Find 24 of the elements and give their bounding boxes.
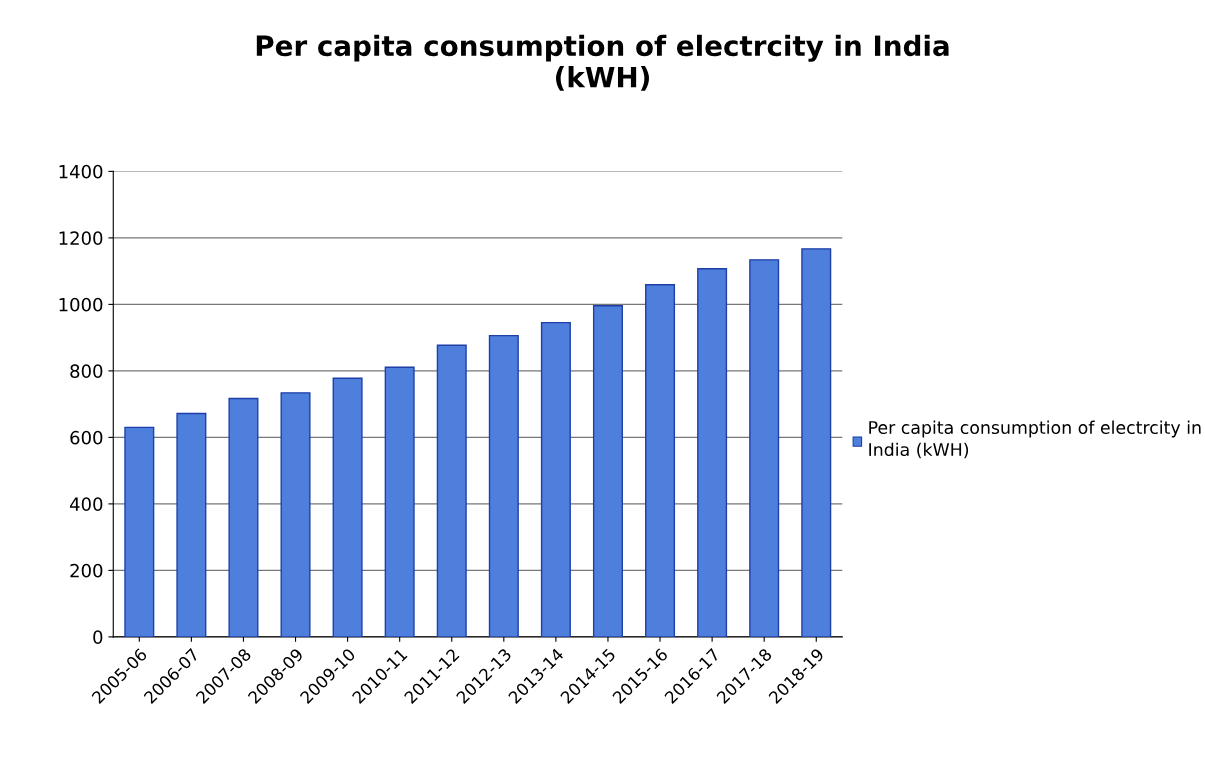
y-tick-label: 400 <box>69 497 103 512</box>
bar <box>280 392 311 637</box>
bar <box>801 248 832 637</box>
bar <box>749 259 780 637</box>
y-tick-label: 0 <box>93 630 103 645</box>
bar <box>436 344 467 637</box>
y-tick-label: 600 <box>70 430 103 445</box>
y-tick-label: 1200 <box>59 231 103 245</box>
bar <box>124 426 155 637</box>
bar <box>332 377 363 637</box>
y-tick-label: 1000 <box>59 297 103 312</box>
bar <box>384 366 415 637</box>
bar <box>697 268 728 637</box>
chart-title: Per capita consumption of electrcity in India (kWH) <box>256 34 949 91</box>
bar <box>176 412 207 637</box>
bar <box>645 284 676 637</box>
bar <box>540 321 571 637</box>
legend-label: Per capita consumption of electrcity in India (kWH) <box>869 420 1201 459</box>
y-tick-label: 200 <box>70 563 103 578</box>
bar <box>228 397 259 637</box>
bar <box>488 334 519 637</box>
y-tick-label: 800 <box>70 364 103 379</box>
bar <box>592 305 623 637</box>
y-tick-label: 1400 <box>59 164 103 179</box>
